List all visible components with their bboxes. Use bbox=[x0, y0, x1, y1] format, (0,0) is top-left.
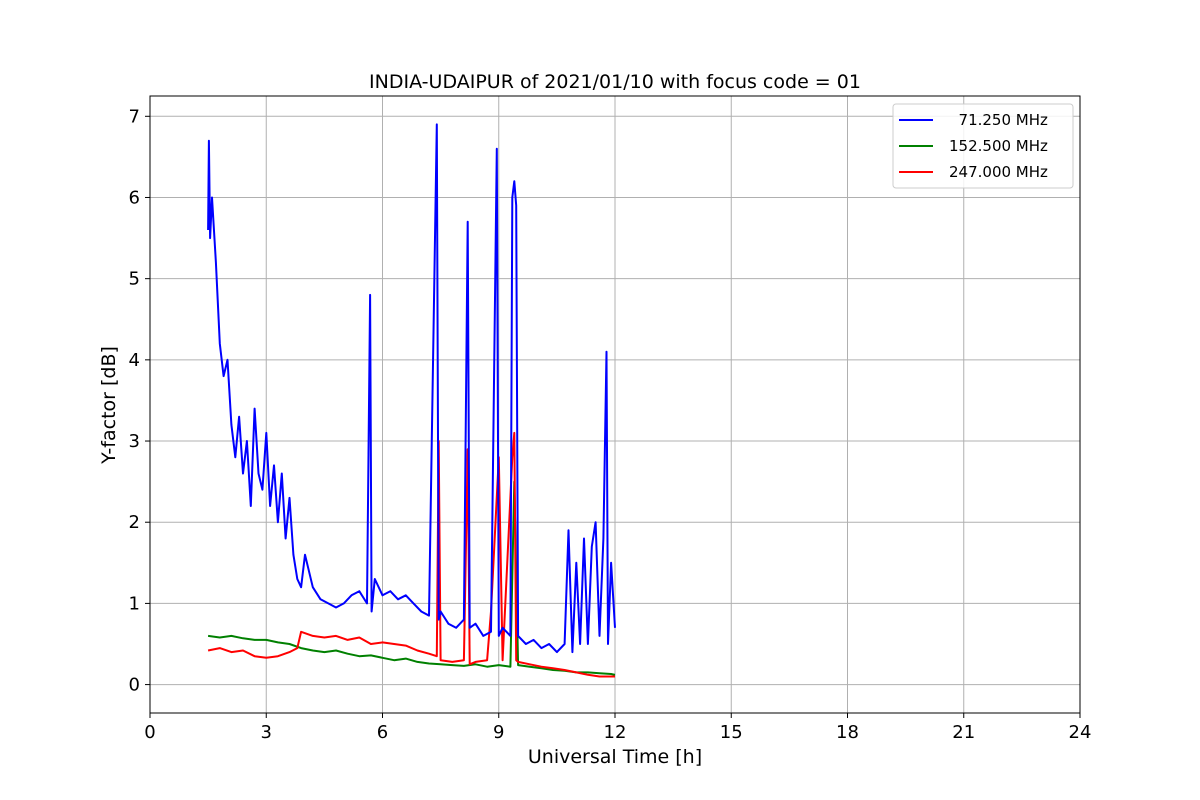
y-tick-label: 6 bbox=[129, 187, 140, 208]
x-axis-label: Universal Time [h] bbox=[528, 746, 702, 768]
y-axis-label: Y-factor [dB] bbox=[98, 346, 120, 465]
legend-label-2: 247.000 MHz bbox=[949, 163, 1048, 181]
y-tick-label: 0 bbox=[129, 675, 140, 696]
x-tick-label: 12 bbox=[604, 722, 627, 743]
x-tick-label: 3 bbox=[261, 722, 272, 743]
y-tick-label: 1 bbox=[129, 593, 140, 614]
y-tick-label: 3 bbox=[129, 431, 140, 452]
x-tick-label: 0 bbox=[144, 722, 155, 743]
x-tick-label: 9 bbox=[493, 722, 504, 743]
x-tick-label: 15 bbox=[720, 722, 743, 743]
legend-label-1: 152.500 MHz bbox=[949, 137, 1048, 155]
y-tick-label: 4 bbox=[129, 350, 140, 371]
series-line-1 bbox=[207, 480, 616, 676]
y-tick-label: 7 bbox=[129, 106, 140, 127]
x-tick-label: 18 bbox=[836, 722, 859, 743]
legend: 71.250 MHz 152.500 MHz 247.000 MHz bbox=[892, 103, 1074, 189]
y-tick-label: 5 bbox=[129, 269, 140, 290]
series-line-0 bbox=[207, 123, 616, 654]
legend-label-0: 71.250 MHz bbox=[949, 111, 1048, 129]
x-tick-label: 24 bbox=[1069, 722, 1092, 743]
y-tick-label: 2 bbox=[129, 512, 140, 533]
grid bbox=[149, 96, 1081, 713]
x-tick-label: 21 bbox=[952, 722, 975, 743]
legend-box bbox=[892, 103, 1074, 189]
plot-series bbox=[207, 123, 616, 678]
x-tick-label: 6 bbox=[377, 722, 388, 743]
series-line-2 bbox=[207, 431, 615, 678]
chart-title: INDIA-UDAIPUR of 2021/01/10 with focus c… bbox=[369, 71, 861, 93]
